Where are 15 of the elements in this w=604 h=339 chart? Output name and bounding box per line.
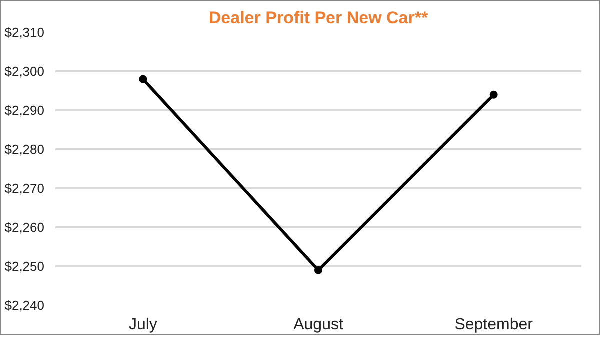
y-tick-label: $2,270 xyxy=(4,181,45,196)
y-tick-label: $2,280 xyxy=(4,142,45,157)
y-tick-label: $2,310 xyxy=(4,25,45,40)
point xyxy=(139,75,148,84)
y-tick-label: $2,240 xyxy=(4,298,45,313)
y-tick-label: $2,250 xyxy=(4,259,45,274)
point xyxy=(490,90,498,99)
y-tick-label: $2,300 xyxy=(4,64,45,79)
chart-title: Dealer Profit Per New Car** xyxy=(208,8,428,28)
x-tick-label: July xyxy=(128,316,158,334)
x-tick-label: September xyxy=(454,316,534,334)
x-tick-label: August xyxy=(294,316,344,334)
y-tick-label: $2,260 xyxy=(4,220,45,235)
point xyxy=(314,266,322,274)
y-tick-label: $2,290 xyxy=(4,103,45,118)
